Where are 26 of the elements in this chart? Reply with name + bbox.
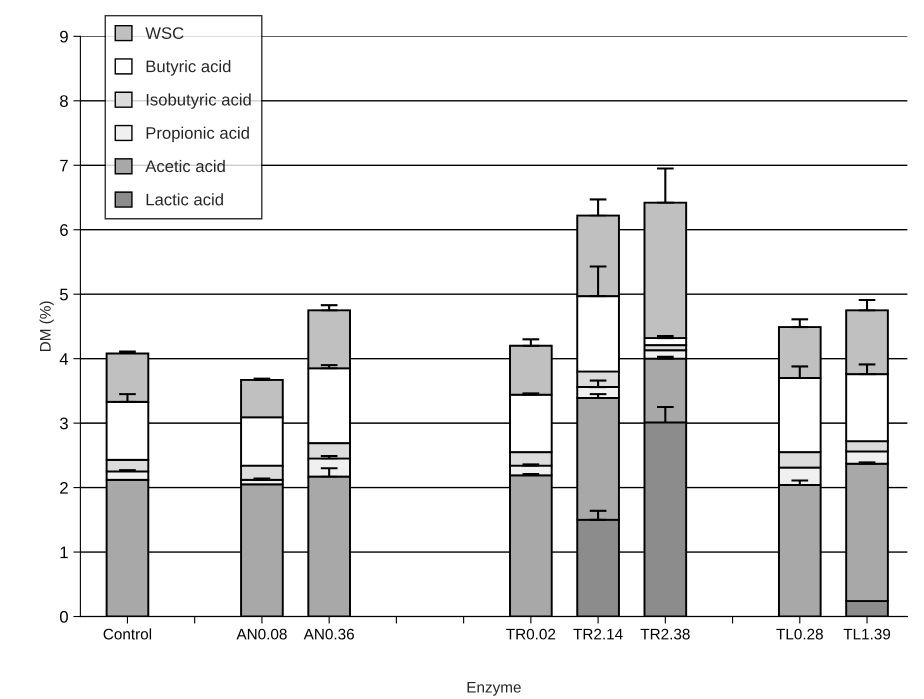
y-tick-label: 9 xyxy=(60,30,68,43)
legend-label: WSC xyxy=(145,27,184,40)
x-tick-label: AN0.08 xyxy=(236,628,287,640)
x-tick-label: TL0.28 xyxy=(776,628,823,640)
x-tick-label: TR2.14 xyxy=(573,628,623,640)
x-tick-label: TR2.38 xyxy=(640,628,690,640)
legend-label: Butyric acid xyxy=(146,60,230,76)
legend-label: Lactic acid xyxy=(146,193,223,206)
y-tick-label: 8 xyxy=(60,95,68,108)
x-tick-label: TR0.02 xyxy=(506,628,556,640)
y-tick-label: 2 xyxy=(60,482,68,494)
y-tick-label: 0 xyxy=(60,610,68,623)
y-axis-title: DM (%) xyxy=(40,302,54,352)
y-tick-label: 6 xyxy=(60,224,68,236)
y-tick-label: 7 xyxy=(60,160,68,172)
x-tick-label: Control xyxy=(104,628,152,640)
y-tick-label: 3 xyxy=(60,418,68,430)
y-tick-label: 5 xyxy=(60,288,68,300)
legend-label: Propionic acid xyxy=(146,126,249,142)
legend-label: Acetic acid xyxy=(145,160,225,172)
x-tick-label: AN0.36 xyxy=(304,628,354,640)
legend-label: Isobutyric acid xyxy=(146,93,251,109)
y-tick-label: 1 xyxy=(60,546,68,558)
y-tick-label: 4 xyxy=(60,353,68,365)
x-tick-label: TL1.39 xyxy=(844,628,890,640)
x-axis-title: Enzyme xyxy=(468,682,521,696)
